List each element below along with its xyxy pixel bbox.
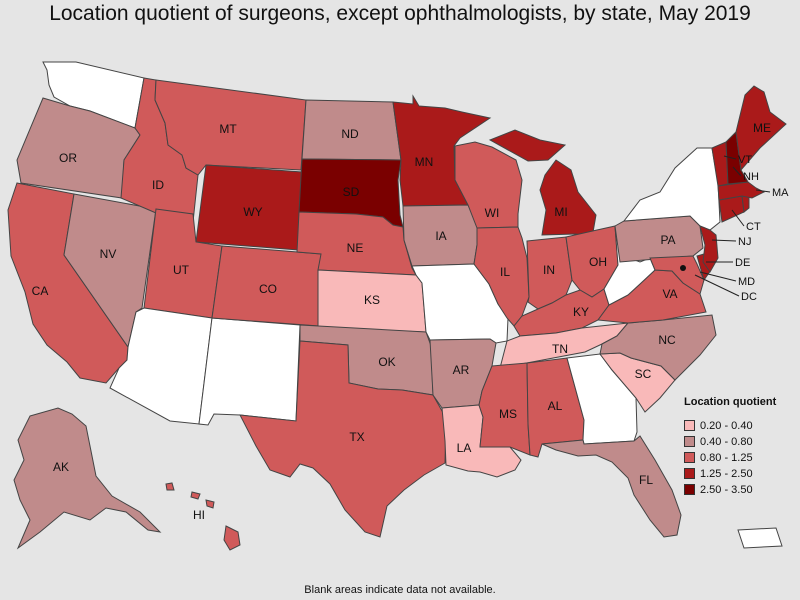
leader-line-NH (732, 166, 742, 177)
leader-line-VT (723, 155, 737, 160)
state-label-DC: DC (741, 291, 757, 303)
legend-label: 1.25 - 2.50 (700, 467, 753, 480)
legend-swatch (684, 436, 695, 447)
state-NY[interactable] (622, 147, 721, 231)
state-label-OH: OH (589, 255, 607, 269)
state-label-WY: WY (243, 205, 262, 219)
state-label-KY: KY (573, 305, 589, 319)
state-PA[interactable] (614, 215, 704, 263)
leader-line-CT (731, 209, 745, 227)
state-MN[interactable] (392, 94, 492, 207)
legend-title: Location quotient (684, 396, 777, 408)
legend-row: 0.20 - 0.40 (684, 418, 800, 433)
legend-swatch (684, 484, 695, 495)
state-TX[interactable] (239, 340, 447, 538)
map-title: Location quotient of surgeons, except op… (49, 2, 751, 25)
state-label-UT: UT (173, 263, 190, 277)
state-label-DE: DE (735, 257, 750, 269)
state-label-ID: ID (152, 178, 164, 192)
state-label-CT: CT (746, 221, 761, 233)
state-label-NC: NC (658, 333, 676, 347)
state-label-MI: MI (554, 205, 567, 219)
state-label-TN: TN (552, 342, 568, 356)
state-PR[interactable] (737, 527, 783, 549)
legend: Location quotient 0.20 - 0.40 0.40 - 0.8… (684, 396, 800, 498)
state-label-HI: HI (193, 508, 205, 522)
legend-label: 2.50 - 3.50 (700, 483, 753, 496)
legend-swatch (684, 452, 695, 463)
state-label-AK: AK (53, 460, 69, 474)
state-label-NE: NE (347, 241, 364, 255)
state-label-ND: ND (341, 127, 359, 141)
legend-label: 0.20 - 0.40 (700, 419, 753, 432)
state-WI[interactable] (454, 141, 523, 229)
legend-row: 0.80 - 1.25 (684, 450, 800, 465)
state-label-IA: IA (435, 229, 446, 243)
state-label-WI: WI (485, 206, 500, 220)
state-label-VA: VA (662, 287, 677, 301)
state-CT[interactable] (718, 195, 745, 223)
state-label-LA: LA (457, 441, 472, 455)
state-label-MA: MA (772, 187, 789, 199)
leader-line-NJ (711, 239, 737, 242)
state-label-VT: VT (738, 154, 752, 166)
footnote: Blank areas indicate data not available. (304, 584, 496, 596)
state-FL[interactable] (541, 435, 682, 538)
legend-row: 1.25 - 2.50 (684, 466, 800, 481)
legend-row: 2.50 - 3.50 (684, 482, 800, 497)
state-label-IN: IN (543, 263, 555, 277)
state-HI[interactable] (165, 482, 241, 551)
legend-label: 0.80 - 1.25 (700, 451, 753, 464)
leader-line-DC (694, 274, 740, 297)
legend-row: 0.40 - 0.80 (684, 434, 800, 449)
state-MA[interactable] (717, 181, 766, 201)
state-label-NH: NH (743, 171, 759, 183)
state-label-TX: TX (349, 430, 364, 444)
state-NM[interactable] (198, 317, 301, 426)
legend-swatch (684, 420, 695, 431)
state-label-SC: SC (635, 367, 652, 381)
legend-swatch (684, 468, 695, 479)
state-label-CO: CO (259, 282, 277, 296)
state-AK[interactable] (13, 407, 162, 550)
state-label-KS: KS (364, 293, 380, 307)
state-NH[interactable] (725, 130, 749, 185)
state-label-NV: NV (100, 247, 117, 261)
state-label-AR: AR (453, 363, 470, 377)
leader-line-MA (755, 189, 771, 193)
state-label-IL: IL (500, 265, 510, 279)
legend-label: 0.40 - 0.80 (700, 435, 753, 448)
state-label-MN: MN (415, 155, 434, 169)
state-label-OK: OK (378, 355, 395, 369)
state-label-FL: FL (639, 473, 653, 487)
state-NJ[interactable] (699, 225, 719, 273)
state-label-SD: SD (343, 185, 360, 199)
state-ME[interactable] (735, 85, 787, 172)
state-label-MS: MS (499, 407, 517, 421)
dc-marker (680, 265, 686, 271)
state-label-NJ: NJ (738, 236, 751, 248)
state-label-PA: PA (660, 233, 675, 247)
state-label-MD: MD (738, 276, 755, 288)
state-label-CA: CA (32, 284, 49, 298)
state-label-AL: AL (548, 399, 563, 413)
state-MD[interactable] (649, 255, 705, 295)
state-label-OR: OR (59, 151, 77, 165)
state-label-ME: ME (753, 121, 771, 135)
leader-line-MD (699, 271, 737, 282)
state-label-MT: MT (219, 122, 237, 136)
